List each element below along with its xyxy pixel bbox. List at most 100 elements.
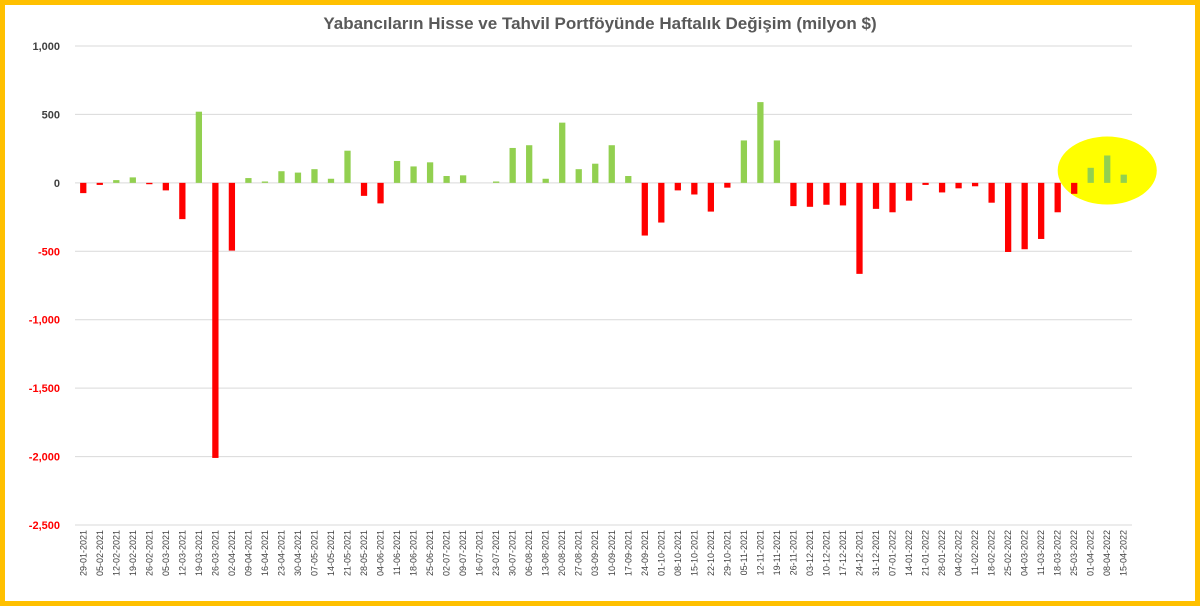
x-tick-label: 31-12-2021 (871, 530, 881, 576)
x-tick-label: 11-06-2021 (392, 530, 402, 575)
bar (1021, 182, 1028, 250)
bar (113, 180, 120, 183)
bar (1120, 174, 1127, 183)
x-tick-label: 04-02-2022 (954, 530, 964, 576)
bar (459, 175, 467, 183)
x-tick-label: 08-10-2021 (673, 530, 683, 576)
bar (922, 182, 929, 185)
x-tick-label: 14-05-2021 (326, 530, 336, 576)
bar (146, 182, 153, 185)
bar (1054, 182, 1061, 213)
y-tick-label: -500 (38, 246, 60, 258)
bar (443, 176, 450, 183)
bar (96, 182, 103, 185)
y-tick-label: -2,000 (29, 452, 60, 464)
x-tick-label: 15-04-2022 (1119, 530, 1129, 576)
bar (1071, 182, 1078, 194)
x-tick-label: 14-01-2022 (904, 530, 914, 576)
bar (889, 182, 896, 213)
x-tick-label: 16-04-2021 (260, 530, 270, 576)
bar (245, 178, 252, 183)
x-tick-label: 30-07-2021 (508, 530, 518, 576)
bar (988, 182, 995, 203)
x-tick-label: 12-11-2021 (755, 530, 765, 575)
bar (377, 182, 384, 204)
bar (625, 176, 632, 183)
x-tick-label: 27-08-2021 (574, 530, 584, 576)
x-tick-label: 04-03-2022 (1020, 530, 1030, 576)
x-tick-label: 10-12-2021 (821, 530, 831, 576)
x-tick-label: 05-02-2021 (95, 530, 105, 576)
x-tick-label: 09-04-2021 (243, 530, 253, 576)
bar (542, 178, 549, 183)
bar (509, 147, 516, 183)
x-tick-label: 06-08-2021 (524, 530, 534, 576)
bar (757, 102, 764, 183)
y-axis-labels: 1,000 500 0 -500 -1,000 -1,500 -2,000 -2,500 (29, 41, 60, 532)
bar (691, 182, 698, 195)
x-tick-label: 02-04-2021 (227, 530, 237, 576)
x-tick-label: 20-08-2021 (557, 530, 567, 576)
bar (740, 140, 748, 183)
x-tick-label: 29-01-2021 (78, 530, 88, 576)
x-tick-label: 08-04-2022 (1102, 530, 1112, 576)
x-tick-label: 17-09-2021 (623, 530, 633, 576)
chart-title: Yabancıların Hisse ve Tahvil Portföyünde… (323, 14, 877, 33)
x-tick-label: 02-07-2021 (442, 530, 452, 576)
x-tick-label: 11-02-2022 (970, 530, 980, 575)
x-tick-label: 19-02-2021 (128, 530, 138, 576)
x-tick-label: 22-10-2021 (706, 530, 716, 576)
bar (212, 182, 219, 458)
bar (493, 181, 500, 183)
bar (674, 182, 681, 191)
x-tick-label: 18-02-2022 (987, 530, 997, 576)
bar (971, 182, 979, 187)
x-tick-label: 01-04-2022 (1086, 530, 1096, 576)
bar (1087, 167, 1094, 183)
bar (311, 169, 318, 183)
x-tick-label: 05-03-2021 (161, 530, 171, 576)
bar (261, 181, 269, 183)
bar (410, 166, 417, 183)
x-tick-label: 11-03-2022 (1036, 530, 1046, 575)
x-tick-label: 17-12-2021 (838, 530, 848, 576)
x-tick-label: 09-07-2021 (458, 530, 468, 576)
x-tick-label: 07-01-2022 (888, 530, 898, 576)
x-tick-label: 23-04-2021 (276, 530, 286, 576)
bar (179, 182, 186, 220)
bar (80, 182, 87, 194)
x-tick-label: 10-09-2021 (607, 530, 617, 576)
x-tick-label: 23-07-2021 (491, 530, 501, 576)
x-tick-label: 16-07-2021 (475, 530, 485, 576)
y-tick-label: 1,000 (32, 41, 60, 53)
bar (955, 182, 962, 189)
x-tick-label: 07-05-2021 (309, 530, 319, 576)
bar (426, 162, 434, 183)
x-tick-label: 03-09-2021 (590, 530, 600, 576)
y-tick-label: 0 (54, 178, 60, 190)
bar (228, 182, 236, 251)
bar (162, 182, 169, 191)
bar (344, 150, 351, 183)
bar (327, 178, 335, 183)
x-tick-label: 04-06-2021 (376, 530, 386, 576)
x-tick-label: 26-03-2021 (210, 530, 220, 576)
x-axis-labels: 29-01-2021 05-02-2021 12-02-2021 19-02-2021… (78, 530, 1128, 576)
bar (773, 140, 781, 183)
x-tick-label: 26-11-2021 (788, 530, 798, 575)
bar (905, 182, 913, 201)
x-tick-label: 30-04-2021 (293, 530, 303, 576)
x-tick-label: 28-05-2021 (359, 530, 369, 576)
bar (393, 160, 401, 183)
y-tick-label: -2,500 (29, 520, 60, 532)
y-tick-label: -1,000 (29, 315, 60, 327)
gridlines (75, 45, 1132, 526)
x-tick-label: 18-06-2021 (409, 530, 419, 576)
bar (559, 122, 566, 183)
x-tick-label: 29-10-2021 (722, 530, 732, 576)
x-tick-label: 19-03-2021 (194, 530, 204, 576)
x-tick-label: 21-01-2022 (921, 530, 931, 576)
x-tick-label: 12-02-2021 (111, 530, 121, 576)
